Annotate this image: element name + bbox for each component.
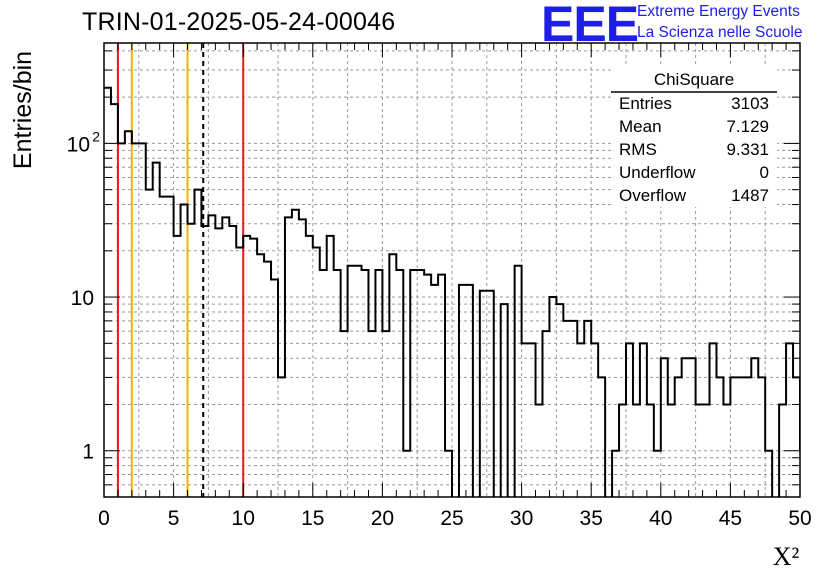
y-axis-label: Entries/bin: [9, 51, 37, 169]
histogram-step-line: [104, 86, 800, 497]
marker-lines: [116, 43, 245, 497]
x-tick-label: 5: [168, 507, 180, 530]
logo-subtitle-line2: La Scienza nelle Scuole: [637, 24, 803, 41]
x-tick-label: 45: [719, 507, 742, 530]
x-tick-label: 50: [788, 507, 811, 530]
stats-row-value: 1487: [731, 186, 769, 205]
stats-row-label: Mean: [619, 117, 662, 136]
x-tick-label: 15: [301, 507, 324, 530]
logo-subtitle-line1: Extreme Energy Events: [637, 3, 800, 20]
x-tick-label: 25: [440, 507, 463, 530]
y-tick-label: 10: [67, 133, 90, 156]
stats-row-value: 7.129: [726, 117, 769, 136]
x-tick-label: 30: [510, 507, 533, 530]
y-tick-label: 10: [71, 287, 94, 310]
stats-row-label: Underflow: [619, 163, 696, 182]
stats-box: ChiSquare Entries 3103 Mean 7.129 RMS 9.331 Und…: [611, 67, 777, 207]
x-tick-label: 10: [232, 507, 255, 530]
stats-row-value: 9.331: [726, 140, 769, 159]
stats-title: ChiSquare: [654, 70, 734, 89]
stats-row-label: Entries: [619, 94, 672, 113]
y-tick-label: 1: [82, 441, 94, 464]
stats-row-label: RMS: [619, 140, 657, 159]
histogram-series: [104, 86, 800, 497]
stats-row-value: 0: [760, 163, 769, 182]
x-tick-label: 40: [649, 507, 672, 530]
y-tick-label-exponent: 2: [92, 128, 100, 144]
stats-box-background: [611, 67, 777, 207]
x-tick-label: 35: [580, 507, 603, 530]
x-tick-label: 20: [371, 507, 394, 530]
stats-row-label: Overflow: [619, 186, 687, 205]
x-axis-label: X²: [773, 542, 800, 571]
eee-logo: EEE: [541, 0, 639, 52]
x-tick-label: 0: [98, 507, 110, 530]
stats-row-value: 3103: [731, 94, 769, 113]
chart-title: TRIN-01-2025-05-24-00046: [82, 8, 396, 36]
